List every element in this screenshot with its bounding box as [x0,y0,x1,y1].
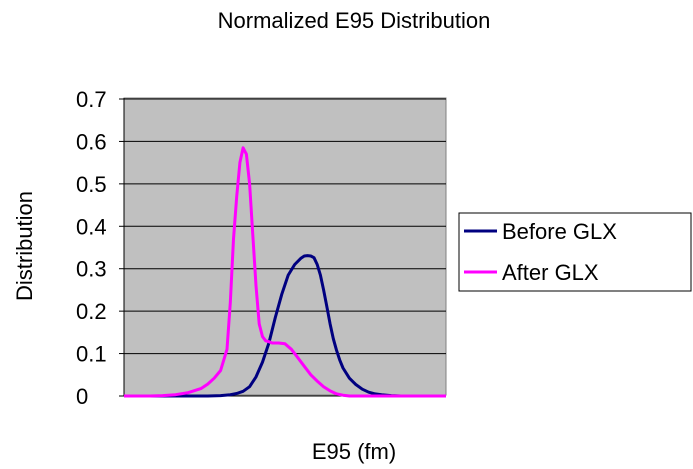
legend: Before GLX After GLX [458,212,692,292]
y-tick-label: 0.5 [76,172,107,197]
gridlines [124,98,446,355]
y-axis-label: Distribution [12,191,37,301]
y-tick-label: 0.4 [76,214,107,239]
y-tick-label: 0.7 [76,87,107,112]
plot-area [123,97,447,396]
series-line-before-glx [124,254,446,398]
x-axis-label: E95 (fm) [312,439,396,464]
y-tick-label: 0 [76,384,88,409]
y-tick-labels: 0 0.1 0.2 0.3 0.4 0.5 0.6 0.7 [76,87,124,409]
series-line-after-glx [124,146,446,398]
chart-title: Normalized E95 Distribution [218,8,491,33]
series-lines [124,146,446,398]
legend-label-before-glx: Before GLX [502,219,617,244]
y-tick-label: 0.6 [76,129,107,154]
legend-box [458,212,692,292]
y-tick-label: 0.2 [76,299,107,324]
legend-label-after-glx: After GLX [502,260,599,285]
y-tick-label: 0.1 [76,342,107,367]
y-tick-label: 0.3 [76,257,107,282]
